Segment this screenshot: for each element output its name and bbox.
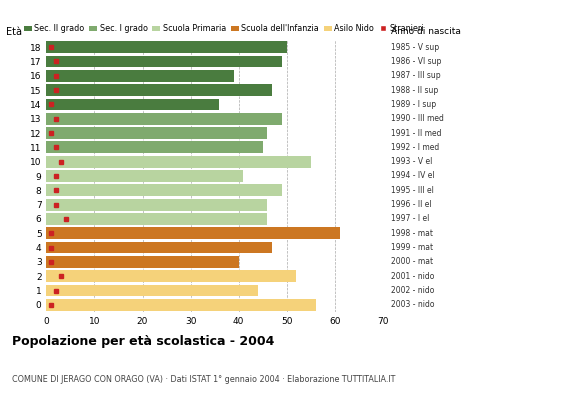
Bar bbox=[46, 113, 282, 125]
Bar bbox=[46, 127, 267, 139]
Bar bbox=[46, 98, 219, 110]
Bar bbox=[46, 156, 311, 168]
Bar bbox=[46, 299, 316, 311]
Bar bbox=[46, 56, 282, 67]
Bar bbox=[46, 213, 267, 225]
Text: 1995 - III el: 1995 - III el bbox=[392, 186, 434, 195]
Bar bbox=[46, 184, 282, 196]
Text: 2001 - nido: 2001 - nido bbox=[392, 272, 435, 281]
Text: 1993 - V el: 1993 - V el bbox=[392, 157, 433, 166]
Text: 1991 - II med: 1991 - II med bbox=[392, 128, 442, 138]
Text: 1989 - I sup: 1989 - I sup bbox=[392, 100, 437, 109]
Bar bbox=[46, 41, 287, 53]
Bar bbox=[46, 199, 267, 210]
Legend: Sec. II grado, Sec. I grado, Scuola Primaria, Scuola dell'Infanzia, Asilo Nido, : Sec. II grado, Sec. I grado, Scuola Prim… bbox=[24, 24, 424, 33]
Text: 1990 - III med: 1990 - III med bbox=[392, 114, 444, 123]
Text: 1987 - III sup: 1987 - III sup bbox=[392, 71, 441, 80]
Bar bbox=[46, 70, 234, 82]
Bar bbox=[46, 227, 339, 239]
Text: 1998 - mat: 1998 - mat bbox=[392, 229, 433, 238]
Bar bbox=[46, 170, 244, 182]
Text: 1988 - II sup: 1988 - II sup bbox=[392, 86, 438, 95]
Text: COMUNE DI JERAGO CON ORAGO (VA) · Dati ISTAT 1° gennaio 2004 · Elaborazione TUTT: COMUNE DI JERAGO CON ORAGO (VA) · Dati I… bbox=[12, 375, 395, 384]
Text: Anno di nascita: Anno di nascita bbox=[392, 27, 461, 36]
Text: 1985 - V sup: 1985 - V sup bbox=[392, 43, 440, 52]
Text: 1992 - I med: 1992 - I med bbox=[392, 143, 440, 152]
Bar bbox=[46, 256, 238, 268]
Text: 1999 - mat: 1999 - mat bbox=[392, 243, 434, 252]
Bar bbox=[46, 84, 272, 96]
Text: 1996 - II el: 1996 - II el bbox=[392, 200, 432, 209]
Bar bbox=[46, 270, 296, 282]
Bar bbox=[46, 242, 272, 254]
Text: 1994 - IV el: 1994 - IV el bbox=[392, 172, 435, 180]
Text: 2002 - nido: 2002 - nido bbox=[392, 286, 435, 295]
Text: 2003 - nido: 2003 - nido bbox=[392, 300, 435, 309]
Text: 1997 - I el: 1997 - I el bbox=[392, 214, 430, 224]
Text: Età: Età bbox=[6, 27, 22, 37]
Text: 2000 - mat: 2000 - mat bbox=[392, 257, 434, 266]
Bar bbox=[46, 285, 258, 296]
Text: 1986 - VI sup: 1986 - VI sup bbox=[392, 57, 442, 66]
Bar bbox=[46, 142, 263, 153]
Text: Popolazione per età scolastica - 2004: Popolazione per età scolastica - 2004 bbox=[12, 335, 274, 348]
